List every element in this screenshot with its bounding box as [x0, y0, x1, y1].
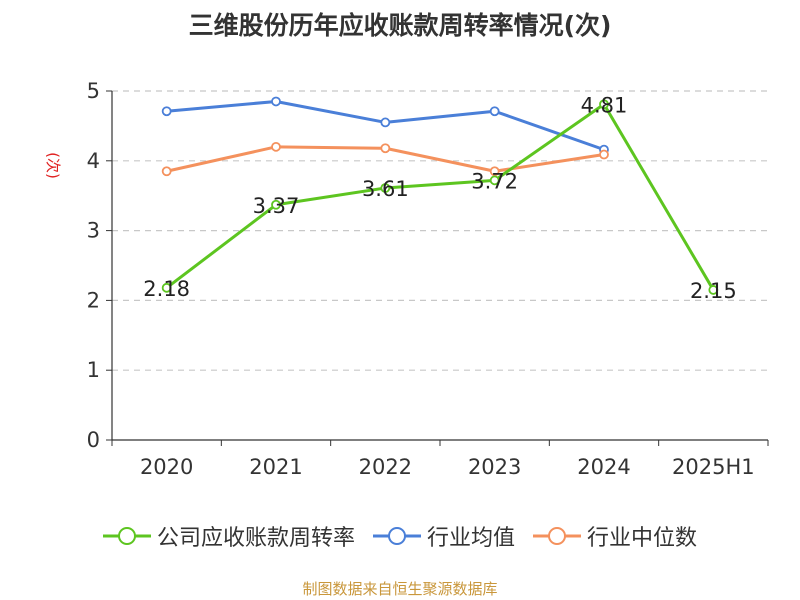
x-tick-label: 2022: [359, 455, 412, 479]
legend-line-marker-icon: [102, 527, 151, 545]
series-point-2: [489, 166, 500, 177]
y-tick-label: 4: [87, 149, 100, 173]
y-tick-label: 3: [87, 219, 100, 243]
data-label: 3.37: [253, 194, 300, 218]
x-tick-label: 2020: [140, 455, 193, 479]
data-label: 3.61: [362, 177, 409, 201]
legend-item-industry-median[interactable]: 行业中位数: [533, 520, 697, 552]
series-point-0: [708, 285, 719, 295]
y-tick-label: 0: [87, 428, 100, 452]
legend-item-industry-mean[interactable]: 行业均值: [372, 520, 515, 552]
legend-label-industry-median: 行业中位数: [587, 526, 698, 551]
series-point-2: [271, 141, 281, 152]
series-point-1: [489, 106, 500, 117]
series-point-1: [161, 106, 172, 117]
x-tick-label: 2021: [249, 455, 302, 479]
series-point-0: [380, 183, 391, 193]
series-point-1: [271, 96, 281, 107]
series-point-2: [161, 166, 172, 177]
series-point-0: [489, 175, 500, 186]
legend-label-industry-mean: 行业均值: [426, 526, 515, 551]
data-label: 4.81: [581, 93, 628, 117]
x-tick-label: 2025H1: [672, 455, 755, 479]
series-point-1: [380, 117, 391, 128]
y-axis-label: (次): [44, 152, 62, 179]
series-point-2: [380, 143, 391, 154]
x-tick-label: 2023: [468, 455, 521, 479]
data-label: 3.72: [471, 169, 518, 193]
x-tick-label: 2024: [577, 455, 630, 479]
data-label: 2.15: [690, 279, 737, 303]
legend-line-marker-icon: [372, 527, 421, 545]
y-tick-label: 1: [87, 358, 100, 382]
series-line-0: [165, 102, 715, 291]
y-tick-label: 2: [87, 288, 100, 312]
data-label: 2.18: [143, 277, 190, 301]
chart-title: 三维股份历年应收账款周转率情况(次): [188, 11, 612, 40]
legend-item-company[interactable]: 公司应收账款周转率: [102, 520, 355, 552]
series-point-0: [599, 99, 609, 110]
legend-line-marker-icon: [533, 527, 581, 545]
chart-legend: 公司应收账款周转率 行业均值 行业中位数: [0, 520, 800, 552]
series-point-0: [271, 199, 281, 210]
series-point-0: [161, 282, 172, 293]
series-point-2: [599, 149, 609, 160]
data-source-footer: 制图数据来自恒生聚源数据库: [302, 580, 498, 598]
y-tick-label: 5: [87, 79, 100, 103]
legend-label-company: 公司应收账款周转率: [156, 526, 355, 551]
